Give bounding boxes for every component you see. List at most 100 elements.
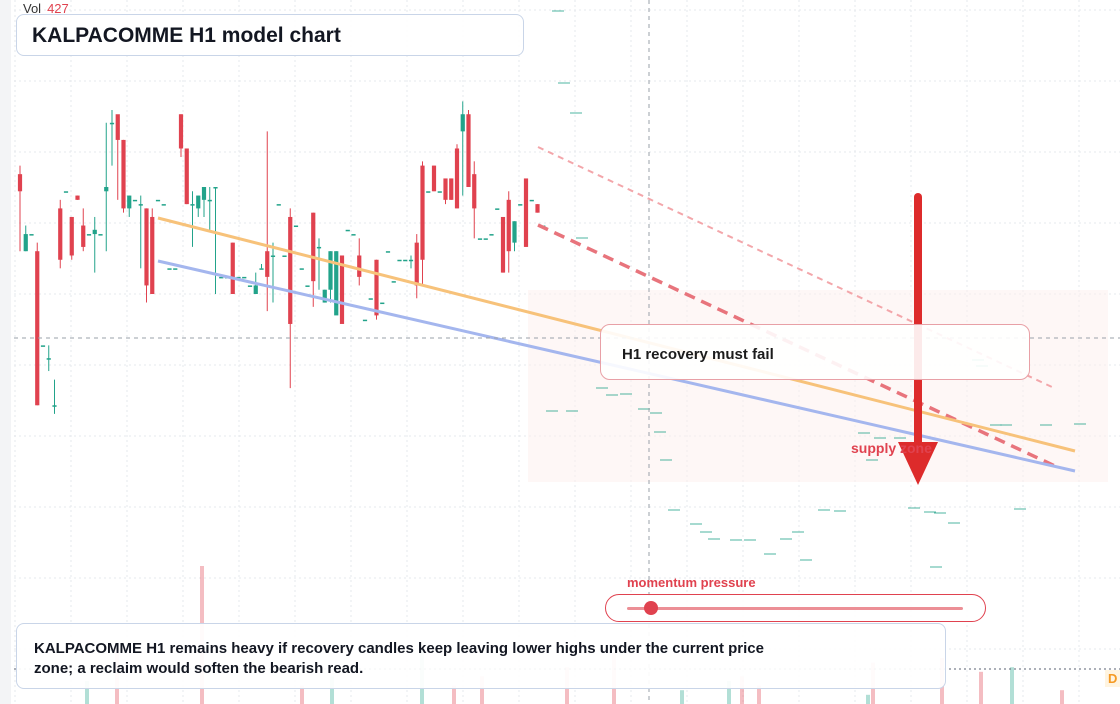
volume-bar [979,671,983,704]
analysis-note-panel: KALPACOMME H1 remains heavy if recovery … [16,623,946,689]
candle-body [242,276,247,279]
candle-body [357,255,362,277]
candle-body [265,251,270,277]
candle-body [81,225,86,247]
candle-body [414,242,419,286]
chart-title-panel: KALPACOMME H1 model chart [16,14,524,56]
candle-body [127,195,132,209]
volume-value: 427 [47,1,69,16]
candle-body [207,199,212,202]
recovery-callout: H1 recovery must fail [600,324,1030,380]
candle-body [115,114,120,140]
candle-body [512,221,517,243]
candle-body [483,238,488,240]
candle-body [443,178,448,200]
volume-bar [480,676,484,704]
candle-body [46,358,51,360]
candle-body [334,251,339,316]
candle-body [178,114,184,149]
volume-bar [85,681,89,704]
projection-line [537,223,1056,468]
volume-bar [452,685,456,704]
candle-body [477,238,483,240]
candle-body [472,174,477,209]
candle-body [259,268,264,270]
candle-body [196,195,201,209]
candle-body [138,204,143,206]
candle-body [63,191,69,193]
candle-body [437,191,442,193]
candle-body [495,208,500,210]
candle-body [167,268,172,270]
volume-bar [300,685,304,704]
callout-text: H1 recovery must fail [622,346,774,363]
candle-body [328,251,333,290]
candle-body [86,234,92,236]
left-scale-strip [0,0,11,704]
candle-body [104,187,109,192]
candle-body [150,216,155,294]
candle-body [385,251,391,253]
candle-body [132,199,138,202]
chart-title: KALPACOMME H1 model chart [32,24,341,47]
candle-body [397,259,402,262]
candle-body [52,405,57,407]
candle-body [460,114,465,132]
candle-body [299,268,304,270]
candle-body [236,276,241,279]
candle-body [282,255,287,257]
momentum-label: momentum pressure [627,575,756,590]
candle-body [311,212,316,282]
volume-bar [1010,667,1014,704]
candle-body [362,319,368,322]
candle-body [173,268,178,270]
candlesticks [17,101,546,414]
candle-body [535,204,540,213]
corner-badge: D [1105,670,1120,687]
candle-body [230,242,235,294]
candle-body [98,234,103,236]
volume-bar [680,690,684,704]
candle-body [518,204,523,206]
candle-body [529,199,534,202]
candle-body [368,298,373,300]
candle-body [523,178,529,247]
candle-body [351,234,356,236]
candle-body [35,251,40,406]
candle-body [322,289,327,303]
candle-body [75,195,80,200]
candle-body [253,285,258,294]
candle-body [247,285,253,287]
volume-label: Vol [23,1,42,16]
candle-body [144,208,149,286]
candle-body [391,281,396,283]
candle-body [489,234,494,236]
candle-body [270,255,276,257]
momentum-slider[interactable] [605,594,986,622]
candle-body [293,225,299,228]
volume-bar [866,694,870,704]
candle-body [288,216,293,324]
candle-body [184,148,189,205]
candle-body [213,187,218,189]
volume-bar [727,681,731,704]
candle-body [466,114,471,187]
down-arrow-head [898,442,938,485]
candle-body [454,148,460,209]
candle-body [345,229,350,232]
candle-body [374,259,379,316]
candle-body [40,345,46,347]
candle-body [403,259,408,262]
volume-bar [1060,690,1064,704]
supply-zone-label: supply zone [851,440,932,456]
candle-body [506,199,511,252]
candle-body [408,259,414,262]
momentum-thumb[interactable] [643,601,658,615]
volume-readout: Vol 427 [23,1,69,16]
volume-bar [740,676,744,704]
candle-body [305,285,310,287]
analysis-note: KALPACOMME H1 remains heavy if recovery … [34,640,764,677]
candle-body [161,204,166,206]
candle-body [92,229,97,235]
candle-body [276,204,281,206]
